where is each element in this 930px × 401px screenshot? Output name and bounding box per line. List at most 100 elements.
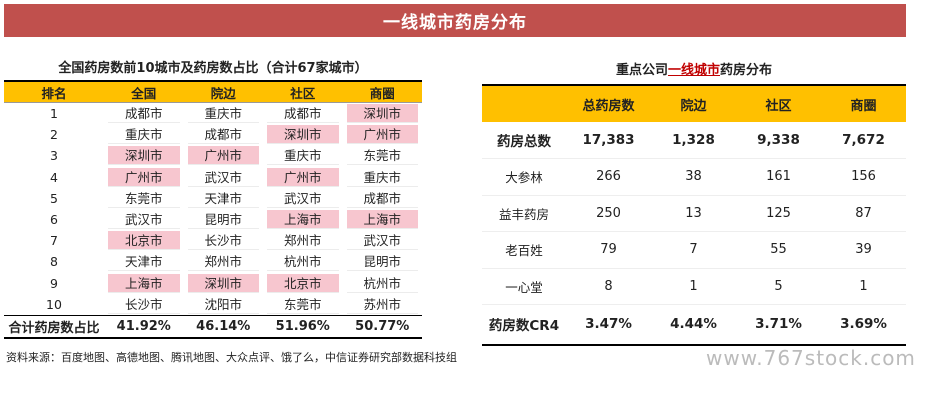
city-cell: 深圳市 [104,145,184,166]
city-cell: 郑州市 [184,251,264,272]
header-rank: 排名 [4,82,104,103]
table-row: 2 重庆市 成都市 深圳市 广州市 [4,124,422,145]
store-count-cell: 1,328 [651,122,736,159]
store-count-cell: 38 [651,158,736,196]
total-share-value: 46.14% [183,314,263,339]
rank-cell: 3 [50,148,58,164]
city-name: 成都市 [108,104,180,124]
city-ranking-panel: 全国药房数前10城市及药房数占比（合计67家城市） 排名 全国 院边 社区 商圈… [4,58,422,339]
store-count-cell: 5 [736,268,821,305]
header-business-district: 商圈 [342,82,422,103]
store-count-cell: 161 [736,158,821,196]
cr4-value: 4.44% [651,304,736,346]
company-label: 老百姓 [482,231,566,269]
total-share-value: 41.92% [104,314,184,339]
city-name: 武汉市 [346,231,418,251]
table-row: 老百姓 79 7 55 39 [482,231,906,269]
table-row: 4 广州市 武汉市 广州市 重庆市 [4,167,422,188]
table-row: 7 北京市 长沙市 郑州市 武汉市 [4,230,422,251]
city-cell: 杭州市 [343,273,423,294]
city-name: 成都市 [267,104,339,124]
header-national: 全国 [104,82,184,103]
rank-cell: 2 [50,127,58,143]
header-blank [482,84,566,122]
total-share-row: 合计药房数占比 41.92% 46.14% 51.96% 50.77% [4,314,422,339]
city-name: 重庆市 [346,168,418,187]
city-cell: 天津市 [104,251,184,272]
header-community: 社区 [263,82,343,103]
total-share-value: 50.77% [342,314,422,339]
city-name: 东莞市 [108,189,180,208]
company-label: 药房总数 [482,122,566,159]
city-name-highlighted: 深圳市 [108,146,180,166]
rank-cell: 6 [50,212,58,228]
city-cell: 长沙市 [104,294,184,315]
store-count-cell: 250 [566,195,651,232]
table-row: 6 武汉市 昆明市 上海市 上海市 [4,209,422,230]
header-hospital-side: 院边 [183,82,263,103]
store-count-cell: 1 [821,268,906,305]
company-label: 一心堂 [482,268,566,305]
city-cell: 武汉市 [263,188,343,209]
store-count-cell: 156 [821,158,906,196]
store-count-cell: 17,383 [566,122,651,159]
city-name: 武汉市 [108,210,180,230]
city-cell: 苏州市 [343,294,423,315]
city-cell: 北京市 [263,273,343,294]
city-cell: 天津市 [184,188,264,209]
title-highlight: 一线城市 [667,63,720,78]
data-source-note: 资料来源：百度地图、高德地图、腾讯地图、大众点评、饿了么，中信证券研究部数据科技… [6,351,457,364]
city-name: 苏州市 [346,295,418,314]
rank-cell: 5 [50,190,58,206]
store-count-cell: 125 [736,195,821,232]
city-cell: 上海市 [343,209,423,230]
rank-cell: 9 [50,275,58,291]
city-cell: 广州市 [263,167,343,188]
city-cell: 广州市 [343,124,423,145]
header-business-district: 商圈 [821,84,906,122]
city-name-highlighted: 广州市 [187,146,259,166]
city-cell: 成都市 [343,188,423,209]
company-label: 益丰药房 [482,195,566,232]
table-row: 益丰药房 250 13 125 87 [482,195,906,232]
rank-cell: 1 [50,106,58,122]
header-hospital-side: 院边 [651,84,736,122]
city-ranking-table: 排名 全国 院边 社区 商圈 1 成都市 重庆市 成都市 深圳市 2 重庆市 成都市 深圳市 广州… [4,82,422,339]
table-header-row: 排名 全国 院边 社区 商圈 [4,82,422,103]
city-cell: 武汉市 [343,230,423,251]
city-name: 重庆市 [108,125,180,145]
city-name: 郑州市 [187,252,259,272]
page-title: 一线城市药房分布 [4,4,906,37]
city-name-highlighted: 上海市 [108,273,180,293]
city-cell: 重庆市 [343,167,423,188]
city-name: 杭州市 [267,252,339,272]
store-count-cell: 87 [821,195,906,232]
city-name: 昆明市 [187,210,259,230]
city-cell: 成都市 [184,124,264,145]
city-name: 东莞市 [346,146,418,166]
city-cell: 成都市 [104,103,184,124]
table-row: 5 东莞市 天津市 武汉市 成都市 [4,188,422,209]
city-name: 成都市 [187,125,259,145]
city-cell: 重庆市 [263,145,343,166]
key-company-panel: 重点公司一线城市药房分布 总药房数 院边 社区 商圈 药房总数 17,383 1,3… [482,58,906,346]
table-row: 1 成都市 重庆市 成都市 深圳市 [4,103,422,124]
city-cell: 昆明市 [184,209,264,230]
city-name: 成都市 [346,189,418,208]
city-name-highlighted: 深圳市 [187,273,259,293]
rank-cell: 7 [50,233,58,249]
city-name-highlighted: 深圳市 [267,125,339,145]
watermark: www.767stock.com [706,346,916,370]
city-cell: 上海市 [263,209,343,230]
city-cell: 武汉市 [184,167,264,188]
city-cell: 深圳市 [184,273,264,294]
city-cell: 东莞市 [263,294,343,315]
title-suffix: 药房分布 [720,63,773,78]
total-share-value: 51.96% [263,314,343,339]
store-count-cell: 9,338 [736,122,821,159]
city-name: 长沙市 [108,295,180,314]
city-name: 重庆市 [187,104,259,124]
city-cell: 东莞市 [104,188,184,209]
cr4-value: 3.71% [736,304,821,346]
city-ranking-title: 全国药房数前10城市及药房数占比（合计67家城市） [58,61,368,76]
